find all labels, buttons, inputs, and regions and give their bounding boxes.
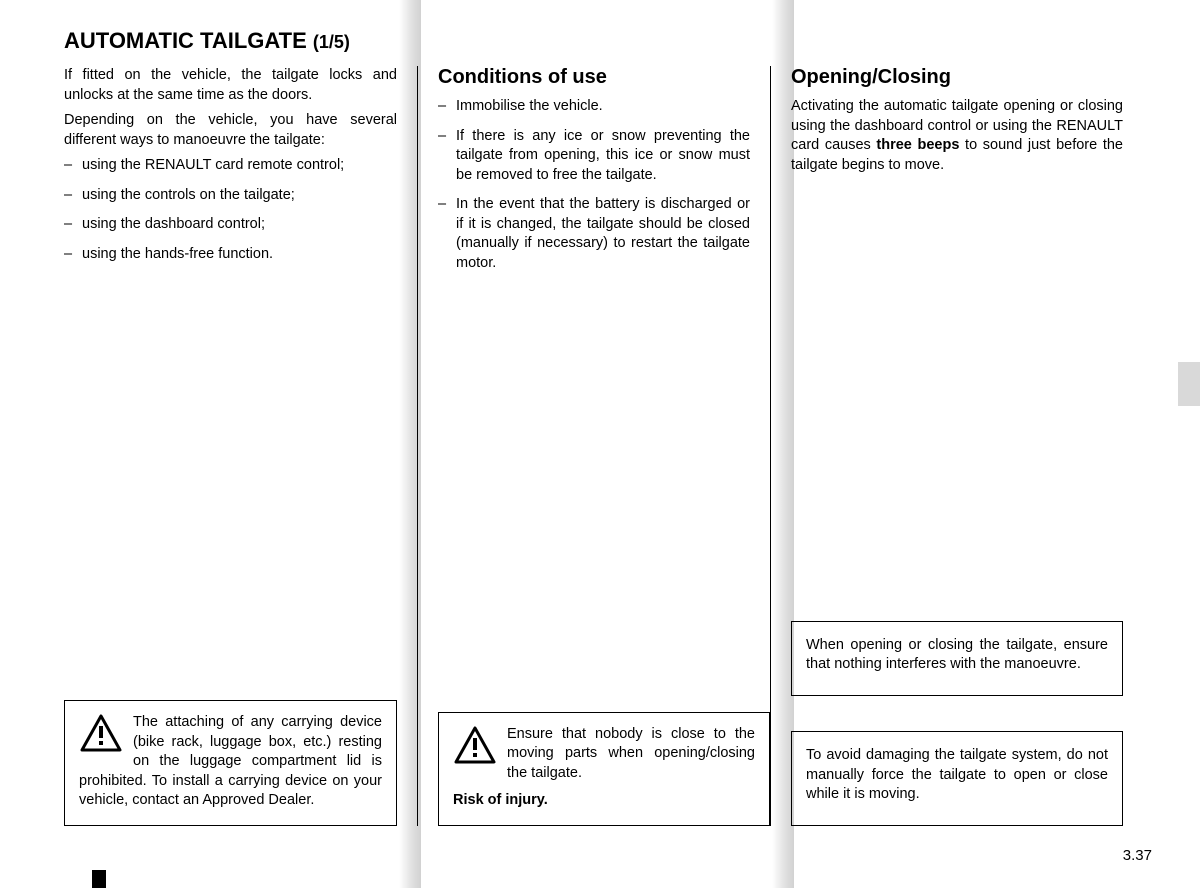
beeps-bold: three beeps xyxy=(876,137,959,153)
list-item: If there is any ice or snow preventing t… xyxy=(438,127,750,186)
manual-page: AUTOMATIC TAILGATE (1/5) If fitted on th… xyxy=(0,0,1200,826)
opening-para: Activating the automatic tailgate openin… xyxy=(791,97,1123,175)
column-2: Conditions of use Immobilise the vehicle… xyxy=(417,66,770,826)
list-item: using the RENAULT card remote control; xyxy=(64,156,397,176)
list-item: In the event that the battery is dischar… xyxy=(438,195,750,273)
note-box-force: To avoid damaging the tailgate system, d… xyxy=(791,731,1123,826)
conditions-heading: Conditions of use xyxy=(438,66,750,89)
intro-para-2: Depending on the vehicle, you have sever… xyxy=(64,111,397,150)
footer-mark xyxy=(92,870,106,888)
columns: If fitted on the vehicle, the tailgate l… xyxy=(64,66,1152,826)
warning-icon xyxy=(79,713,123,760)
page-number: 3.37 xyxy=(1123,847,1152,864)
note-box-interfere: When opening or closing the tailgate, en… xyxy=(791,621,1123,696)
warning-box-injury: Ensure that nobody is close to the movin… xyxy=(438,712,770,826)
risk-label: Risk of injury. xyxy=(453,791,755,811)
title-main: AUTOMATIC TAILGATE xyxy=(64,28,313,53)
conditions-list: Immobilise the vehicle. If there is any … xyxy=(438,97,750,274)
intro-para-1: If fitted on the vehicle, the tailgate l… xyxy=(64,66,397,105)
manoeuvre-list: using the RENAULT card remote control; u… xyxy=(64,156,397,264)
opening-heading: Opening/Closing xyxy=(791,66,1123,89)
list-item: using the hands-free function. xyxy=(64,245,397,265)
warning-icon xyxy=(453,725,497,772)
column-1: If fitted on the vehicle, the tailgate l… xyxy=(64,66,417,826)
list-item: using the controls on the tailgate; xyxy=(64,186,397,206)
note-text: To avoid damaging the tailgate system, d… xyxy=(806,746,1108,805)
page-title: AUTOMATIC TAILGATE (1/5) xyxy=(64,28,1152,54)
list-item: using the dashboard control; xyxy=(64,215,397,235)
warning-text: Ensure that nobody is close to the movin… xyxy=(453,725,755,784)
warning-box-carrying: The attaching of any carrying device (bi… xyxy=(64,700,397,826)
side-tab xyxy=(1178,362,1200,406)
title-part: (1/5) xyxy=(313,32,350,52)
warning-text: The attaching of any carrying device (bi… xyxy=(79,713,382,811)
column-3: Opening/Closing Activating the automatic… xyxy=(770,66,1123,826)
list-item: Immobilise the vehicle. xyxy=(438,97,750,117)
note-text: When opening or closing the tailgate, en… xyxy=(806,636,1108,675)
